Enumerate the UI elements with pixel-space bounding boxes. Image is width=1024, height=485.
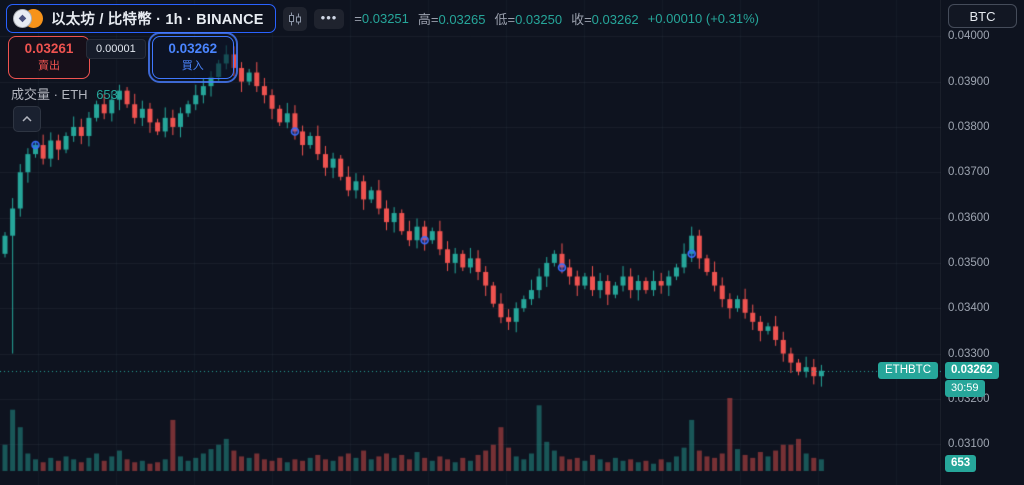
buy-button[interactable]: 0.03262 買入 (147, 32, 238, 83)
legend-collapse-button[interactable] (13, 106, 41, 132)
symbol-title: 以太坊 / 比特幣 · 1h · BINANCE (51, 12, 264, 28)
chevron-up-icon (22, 116, 32, 122)
sell-button[interactable]: 0.03261 賣出 (8, 36, 90, 79)
spread-value: 0.00001 (86, 39, 146, 59)
ohlc-high-value: 0.03265 (438, 12, 486, 27)
pair-logo: ◆ (13, 8, 43, 29)
buy-label: 買入 (181, 60, 204, 72)
last-price-badge: 0.03262 (945, 361, 999, 379)
price-axis-label: 0.03600 (948, 211, 990, 224)
symbol-title-box[interactable]: ◆ 以太坊 / 比特幣 · 1h · BINANCE (6, 4, 276, 33)
ohlc-close-value: 0.03262 (591, 12, 639, 27)
candlestick-icon (288, 12, 301, 25)
ohlc-close-label: 收= (571, 12, 592, 27)
buy-price: 0.03262 (168, 41, 218, 56)
ohlc-readout: =0.03251 高=0.03265 低=0.03250 收=0.03262 +… (354, 9, 759, 28)
ohlc-open-value: 0.03251 (361, 11, 409, 26)
currency-toggle-btc[interactable]: BTC (948, 4, 1017, 28)
chart-legend: ◆ 以太坊 / 比特幣 · 1h · BINANCE ••• =0.03251 … (6, 4, 759, 33)
countdown-badge: 30:59 (945, 379, 985, 397)
symbol-price-tag: ETHBTC (878, 361, 938, 379)
volume-legend-label: 成交量 · ETH (11, 87, 88, 102)
price-axis-label: 0.03500 (948, 256, 990, 269)
price-axis-label: 0.03300 (948, 347, 990, 360)
ohlc-low-value: 0.03250 (515, 12, 563, 27)
ohlc-low-label: 低= (494, 12, 516, 27)
price-axis-label: 0.04000 (948, 30, 990, 43)
sell-price: 0.03261 (24, 41, 74, 56)
trade-panel: 0.03261 賣出 0.00001 0.03262 買入 (8, 32, 238, 83)
volume-legend-value: 653 (96, 87, 118, 102)
chart-style-button[interactable] (282, 6, 307, 31)
legend-menu-button[interactable]: ••• (313, 8, 345, 29)
eth-logo-icon: ◆ (13, 8, 32, 28)
ohlc-high-label: 高= (417, 12, 439, 27)
ohlc-open-label: = (354, 11, 362, 26)
price-chart-canvas[interactable] (0, 0, 941, 485)
price-axis-label: 0.03100 (948, 438, 990, 451)
price-axis[interactable]: BTC 0.04000 0.03900 0.03800 0.03700 0.03600 0… (940, 0, 1024, 485)
volume-axis-badge: 653 (945, 455, 977, 472)
price-axis-label: 0.03400 (948, 302, 990, 315)
volume-legend: 成交量 · ETH 653 (11, 84, 118, 103)
price-axis-label: 0.03800 (948, 120, 990, 133)
price-axis-label: 0.03900 (948, 75, 990, 88)
sell-label: 賣出 (38, 60, 60, 72)
ohlc-change-value: +0.00010 (+0.31%) (647, 11, 759, 26)
price-axis-label: 0.03700 (948, 166, 990, 179)
